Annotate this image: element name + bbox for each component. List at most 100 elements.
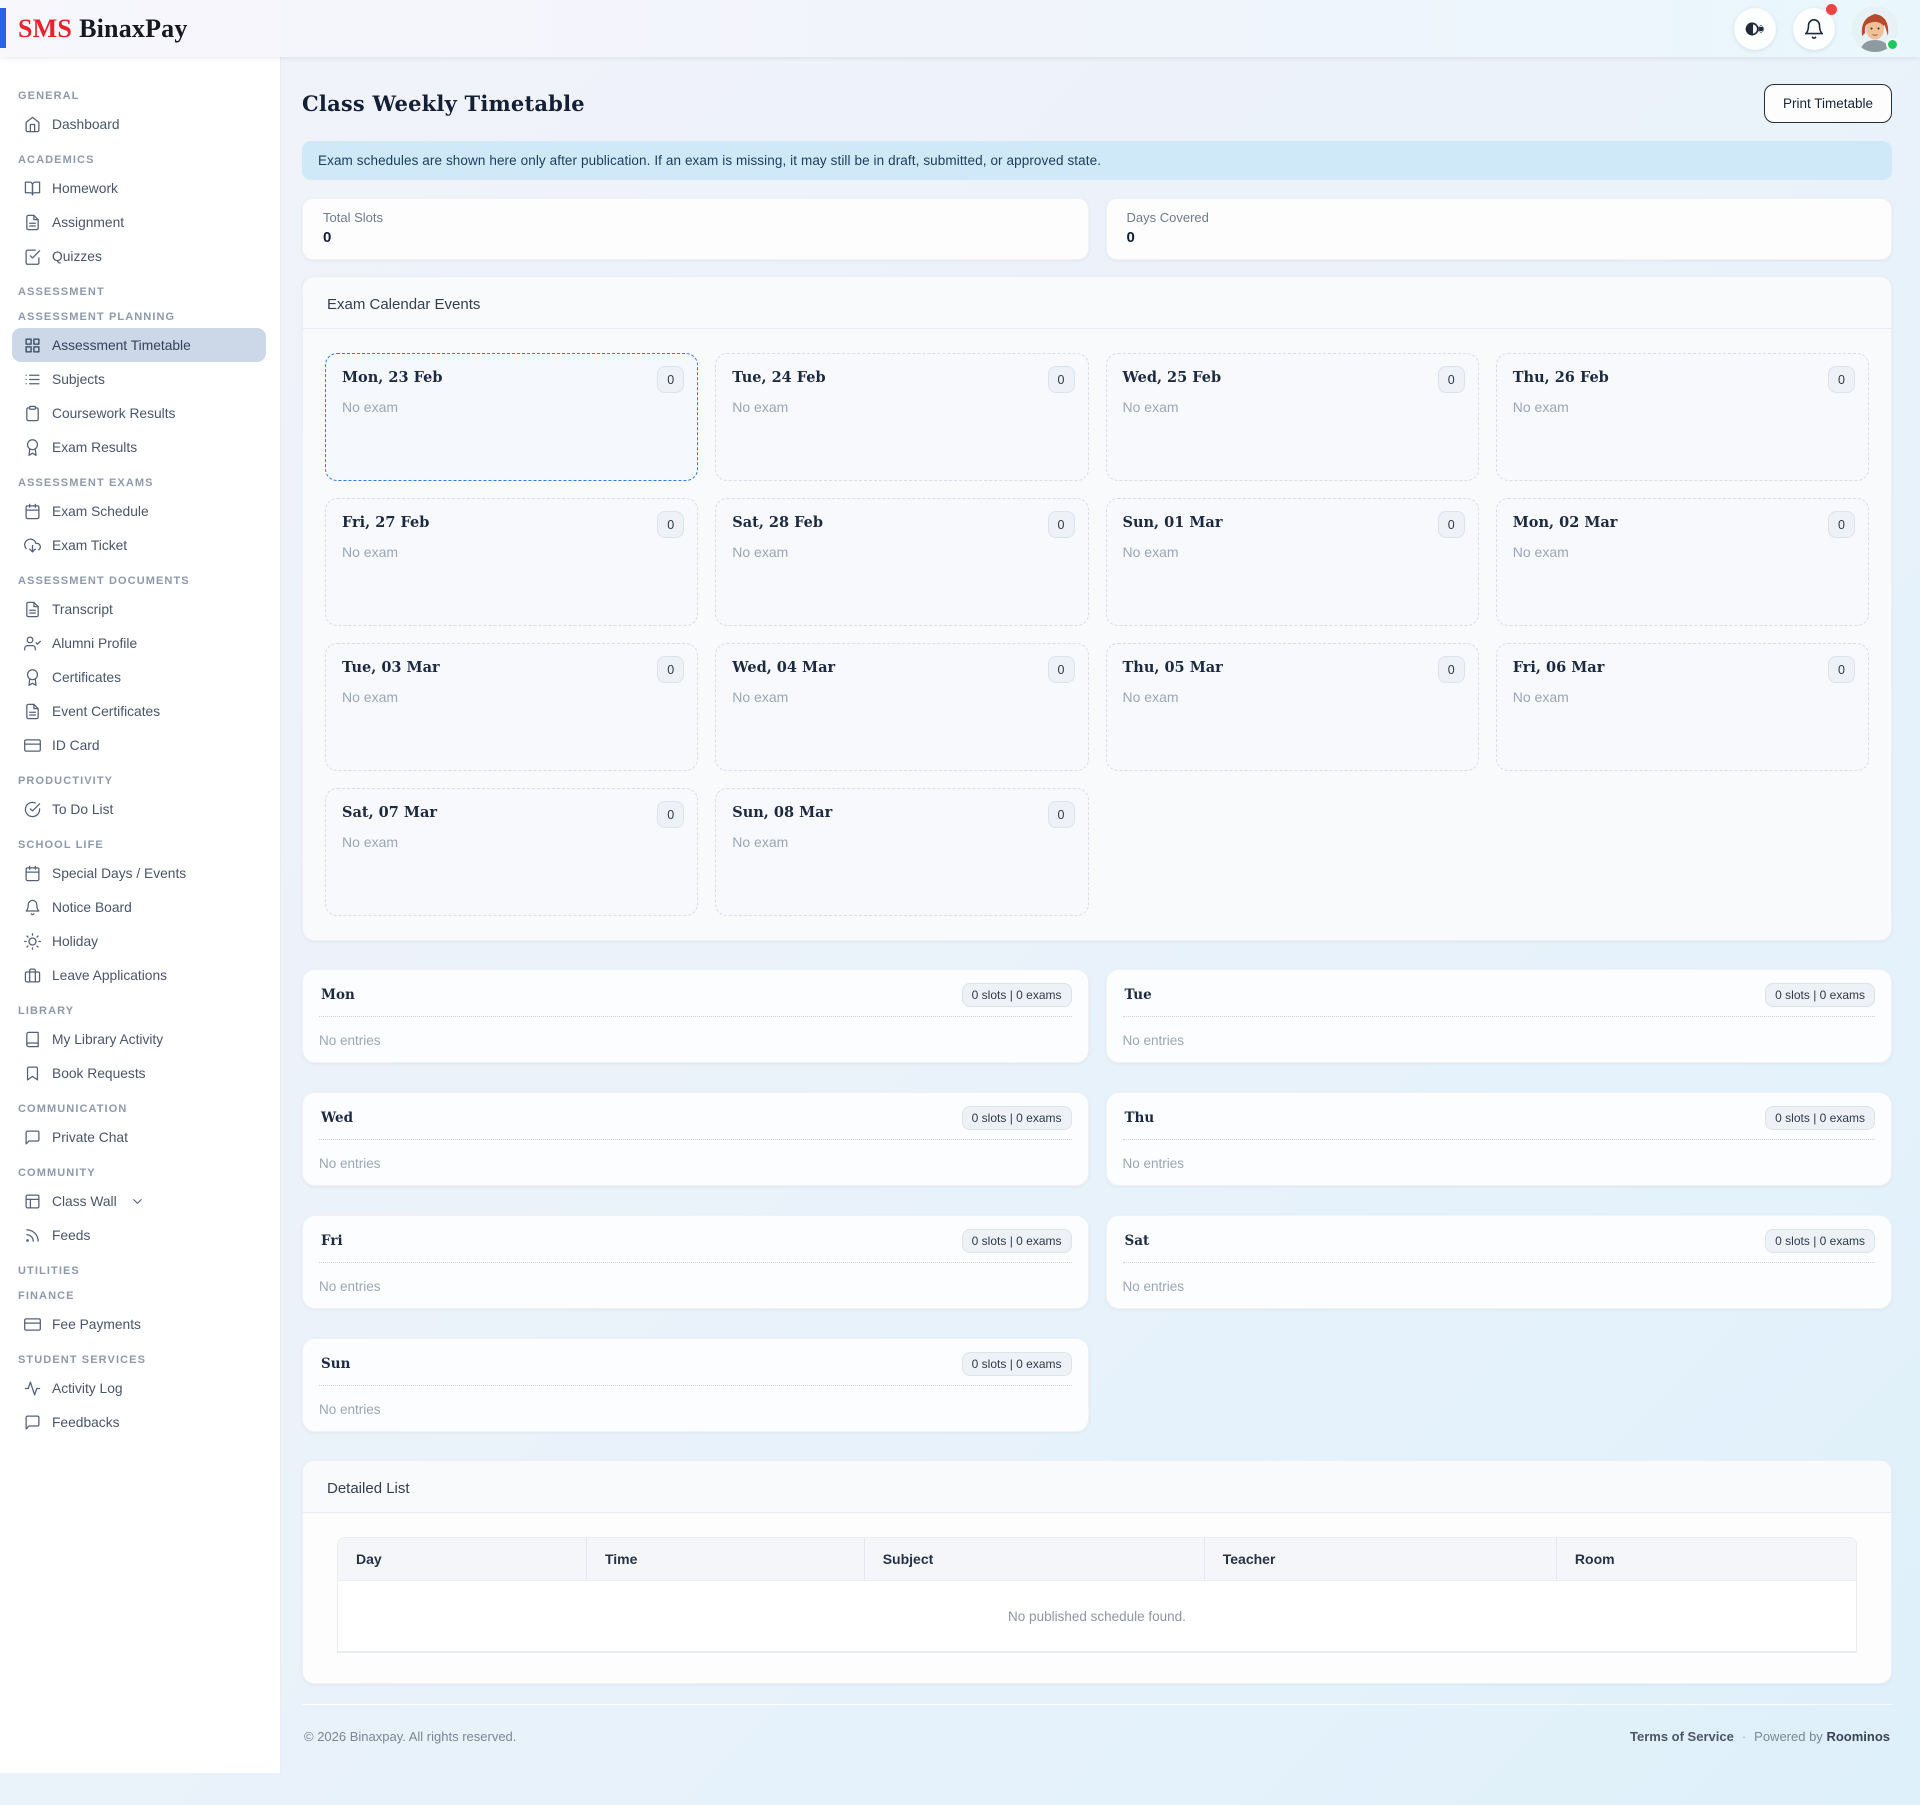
sidebar-item-class-wall[interactable]: Class Wall: [12, 1184, 266, 1218]
sidebar-item-exam-ticket[interactable]: Exam Ticket: [12, 528, 266, 562]
check-square-icon: [24, 248, 41, 265]
sidebar-item-special-days-events[interactable]: Special Days / Events: [12, 856, 266, 890]
sidebar-item-subjects[interactable]: Subjects: [12, 362, 266, 396]
file-text-icon: [24, 214, 41, 231]
sidebar-section-label: FINANCE: [18, 1290, 75, 1302]
bookmark-icon: [24, 1065, 41, 1082]
sidebar-item-my-library-activity[interactable]: My Library Activity: [12, 1022, 266, 1056]
calendar-day-date: Thu, 26 Feb: [1512, 369, 1609, 386]
sidebar-item-exam-results[interactable]: Exam Results: [12, 430, 266, 464]
exam-count-badge: 0: [657, 801, 685, 828]
sidebar-item-to-do-list[interactable]: To Do List: [12, 792, 266, 826]
sidebar-section-label: ASSESSMENT PLANNING: [18, 311, 176, 323]
dotted-divider: [319, 1139, 1072, 1140]
sidebar-item-assignment[interactable]: Assignment: [12, 205, 266, 239]
exam-count-badge: 0: [1047, 511, 1075, 538]
stat-value: 0: [323, 229, 332, 246]
calendar-day-card[interactable]: Thu, 05 Mar 0 No exam: [1105, 643, 1479, 771]
sidebar-item-assessment-timetable[interactable]: Assessment Timetable: [12, 328, 266, 362]
calendar-day-card[interactable]: Mon, 23 Feb 0 No exam: [325, 353, 699, 481]
app-logo[interactable]: SMS BinaxPay: [18, 14, 188, 44]
weekday-summary-card-fri: Fri 0 slots | 0 exams No entries: [302, 1215, 1089, 1309]
calendar-icon: [24, 865, 41, 882]
print-timetable-button[interactable]: Print Timetable: [1763, 83, 1892, 123]
column-header-subject: Subject: [865, 1538, 1205, 1580]
sidebar-item-notice-board[interactable]: Notice Board: [12, 890, 266, 924]
dotted-divider: [319, 1016, 1072, 1017]
exam-count-badge: 0: [1828, 656, 1855, 683]
user-check-icon: [24, 635, 41, 652]
sidebar-item-coursework-results[interactable]: Coursework Results: [12, 396, 266, 430]
calendar-day-card[interactable]: Sun, 08 Mar 0 No exam: [715, 788, 1089, 916]
sidebar-item-activity-log[interactable]: Activity Log: [12, 1371, 266, 1405]
sidebar-item-holiday[interactable]: Holiday: [12, 924, 266, 958]
calendar-day-card[interactable]: Tue, 24 Feb 0 No exam: [715, 353, 1089, 481]
sidebar-item-event-certificates[interactable]: Event Certificates: [12, 694, 266, 728]
sidebar-item-book-requests[interactable]: Book Requests: [12, 1056, 266, 1090]
calendar-day-card[interactable]: Wed, 25 Feb 0 No exam: [1105, 353, 1479, 481]
weekday-label: Sun: [321, 1356, 351, 1372]
sidebar-section-label: LIBRARY: [18, 1005, 75, 1017]
sidebar-item-dashboard[interactable]: Dashboard: [12, 107, 266, 141]
publication-info-banner: Exam schedules are shown here only after…: [302, 141, 1892, 180]
file-text-icon: [24, 703, 41, 720]
download-cloud-icon: [24, 537, 41, 554]
sidebar-item-certificates[interactable]: Certificates: [12, 660, 266, 694]
slots-exams-badge: 0 slots | 0 exams: [1765, 1106, 1875, 1130]
theme-toggle-button[interactable]: [1734, 7, 1776, 50]
sidebar-item-feeds[interactable]: Feeds: [12, 1218, 266, 1252]
weekday-label: Mon: [321, 987, 355, 1003]
notifications-button[interactable]: [1793, 3, 1837, 50]
sidebar-item-alumni-profile[interactable]: Alumni Profile: [12, 626, 266, 660]
award-icon: [24, 438, 41, 456]
stat-label: Days Covered: [1126, 210, 1209, 225]
user-avatar[interactable]: [1852, 5, 1899, 52]
calendar-day-card[interactable]: Fri, 27 Feb 0 No exam: [325, 498, 699, 626]
exam-count-badge: 0: [1828, 511, 1855, 538]
calendar-day-card[interactable]: Sat, 07 Mar 0 No exam: [325, 788, 699, 916]
slots-exams-badge: 0 slots | 0 exams: [1765, 1229, 1875, 1253]
schedule-table: Day Time Subject Teacher Room No published s…: [337, 1537, 1857, 1653]
calendar-day-card[interactable]: Sun, 01 Mar 0 No exam: [1105, 498, 1479, 626]
exam-count-badge: 0: [1047, 366, 1075, 393]
exam-count-badge: 0: [1437, 366, 1465, 393]
calendar-day-card[interactable]: Mon, 02 Mar 0 No exam: [1495, 498, 1869, 626]
calendar-day-card[interactable]: Tue, 03 Mar 0 No exam: [325, 643, 699, 771]
calendar-day-card[interactable]: Fri, 06 Mar 0 No exam: [1495, 643, 1869, 771]
column-header-day: Day: [338, 1538, 587, 1580]
sidebar-item-fee-payments[interactable]: Fee Payments: [12, 1307, 266, 1341]
powered-by-text: Powered by Roominos: [1754, 1728, 1890, 1744]
column-header-time: Time: [587, 1538, 865, 1580]
exam-count-badge: 0: [1047, 656, 1075, 683]
sidebar-section-label: GENERAL: [18, 90, 80, 102]
sidebar-item-private-chat[interactable]: Private Chat: [12, 1120, 266, 1154]
weekday-summary-card-sat: Sat 0 slots | 0 exams No entries: [1105, 1215, 1892, 1309]
sidebar-item-transcript[interactable]: Transcript: [12, 592, 266, 626]
sidebar-item-quizzes[interactable]: Quizzes: [12, 239, 266, 273]
exam-count-badge: 0: [1437, 511, 1465, 538]
stat-card: Total Slots 0: [302, 198, 1089, 260]
activity-icon: [24, 1380, 41, 1397]
check-circle-icon: [24, 801, 41, 818]
dotted-divider: [319, 1262, 1072, 1263]
credit-card-icon: [24, 1316, 41, 1333]
dotted-divider: [1122, 1262, 1875, 1263]
terms-of-service-link[interactable]: Terms of Service: [1630, 1728, 1734, 1744]
calendar-day-card[interactable]: Sat, 28 Feb 0 No exam: [715, 498, 1089, 626]
calendar-day-note: No exam: [342, 399, 399, 415]
exam-count-badge: 0: [657, 656, 685, 683]
calendar-day-card[interactable]: Thu, 26 Feb 0 No exam: [1495, 353, 1869, 481]
calendar-day-date: Wed, 04 Mar: [732, 659, 836, 676]
weekday-label: Tue: [1124, 987, 1152, 1003]
no-entries-text: No entries: [1122, 1033, 1185, 1048]
calendar-day-date: Sun, 01 Mar: [1122, 514, 1223, 531]
sidebar-item-leave-applications[interactable]: Leave Applications: [12, 958, 266, 992]
column-header-room: Room: [1574, 1551, 1615, 1567]
sidebar-item-id-card[interactable]: ID Card: [12, 728, 266, 762]
calendar-day-card[interactable]: Wed, 04 Mar 0 No exam: [715, 643, 1089, 771]
calendar-day-note: No exam: [342, 834, 399, 850]
calendar-icon: [24, 503, 41, 520]
sidebar-item-exam-schedule[interactable]: Exam Schedule: [12, 494, 266, 528]
sidebar-item-feedbacks[interactable]: Feedbacks: [12, 1405, 266, 1439]
sidebar-item-homework[interactable]: Homework: [12, 171, 266, 205]
